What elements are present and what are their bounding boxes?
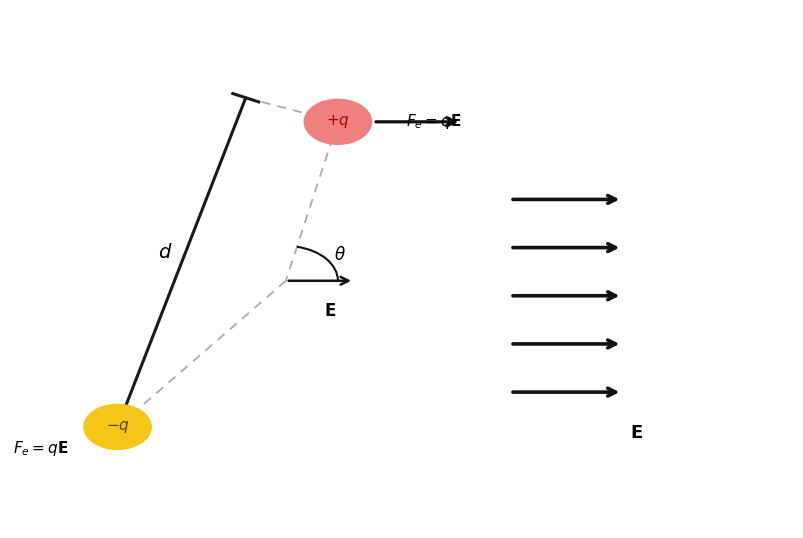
Text: $d$: $d$: [158, 243, 173, 263]
Text: $F_e = q\mathbf{E}$: $F_e = q\mathbf{E}$: [14, 439, 69, 458]
Text: $F_e = q\mathbf{E}$: $F_e = q\mathbf{E}$: [406, 112, 461, 131]
Text: $\theta$: $\theta$: [333, 246, 345, 264]
Text: $-q$: $-q$: [105, 419, 129, 435]
Text: $\mathbf{E}$: $\mathbf{E}$: [324, 302, 336, 320]
Text: $\mathbf{E}$: $\mathbf{E}$: [630, 424, 642, 442]
Circle shape: [304, 100, 371, 144]
Text: $+q$: $+q$: [325, 114, 349, 130]
Circle shape: [84, 405, 151, 449]
